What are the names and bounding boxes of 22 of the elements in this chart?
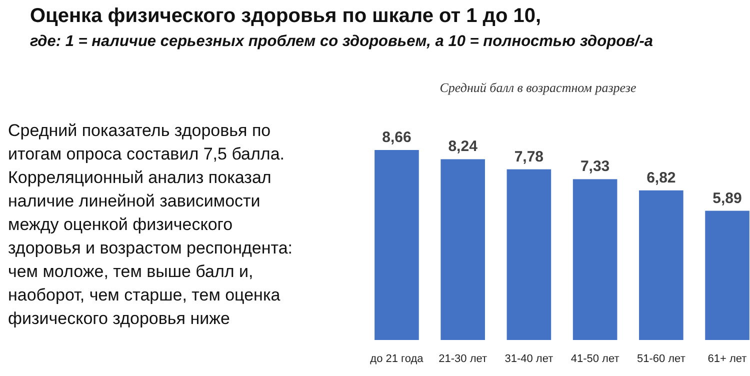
text: Средний показатель здоровья по итогам опроса составил 7,5 балла. Корреляционный анализ показал наличие линейной зависимости между оценкой физического здоровья и возрастом респондента: чем моложе, тем выше балл и, наоборот, чем старше, тем оценка физического здоровья ниже bbox=[8, 121, 293, 328]
data-label: 8,66 bbox=[382, 129, 412, 146]
x-tick-label: 61+ лет bbox=[708, 353, 747, 365]
data-label: 6,82 bbox=[646, 169, 676, 186]
chart-title: Оценка физического здоровья по шкале от 1 до 10, bbox=[30, 5, 542, 27]
bar bbox=[506, 169, 552, 340]
x-tick-label: 41-50 лет bbox=[570, 353, 620, 365]
x-tick-label: 31-40 лет bbox=[504, 353, 554, 365]
chart-subtitle: где: 1 = наличие серьезных проблем со здоровьем, а 10 = полностью здоров/-а bbox=[30, 33, 654, 50]
bar bbox=[374, 150, 419, 340]
data-label: 5,89 bbox=[712, 190, 742, 207]
bar bbox=[639, 190, 684, 340]
x-tick-label: 21-30 лет bbox=[438, 353, 488, 365]
data-label: 7,78 bbox=[514, 148, 544, 166]
text: Средний балл в возрастном разрезе bbox=[440, 80, 636, 95]
x-tick-label: до 21 года bbox=[370, 353, 424, 365]
bar bbox=[440, 159, 485, 340]
bar bbox=[705, 210, 750, 340]
data-label: 8,24 bbox=[448, 138, 478, 156]
bar bbox=[572, 179, 618, 340]
data-label: 7,33 bbox=[580, 158, 610, 176]
x-tick-label: 51-60 лет bbox=[636, 353, 686, 365]
